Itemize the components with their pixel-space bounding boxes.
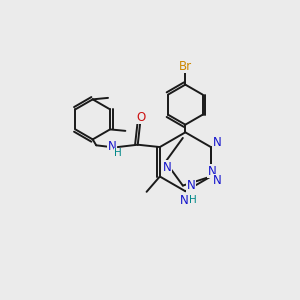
Text: Br: Br xyxy=(179,60,192,73)
Text: O: O xyxy=(136,110,145,124)
Text: N: N xyxy=(213,136,222,149)
Text: N: N xyxy=(108,140,117,153)
Text: H: H xyxy=(114,148,122,158)
Text: N: N xyxy=(187,179,195,192)
Text: N: N xyxy=(213,174,222,188)
Text: N: N xyxy=(208,165,217,178)
Text: N: N xyxy=(180,194,189,207)
Text: H: H xyxy=(189,195,197,205)
Text: N: N xyxy=(163,160,171,174)
